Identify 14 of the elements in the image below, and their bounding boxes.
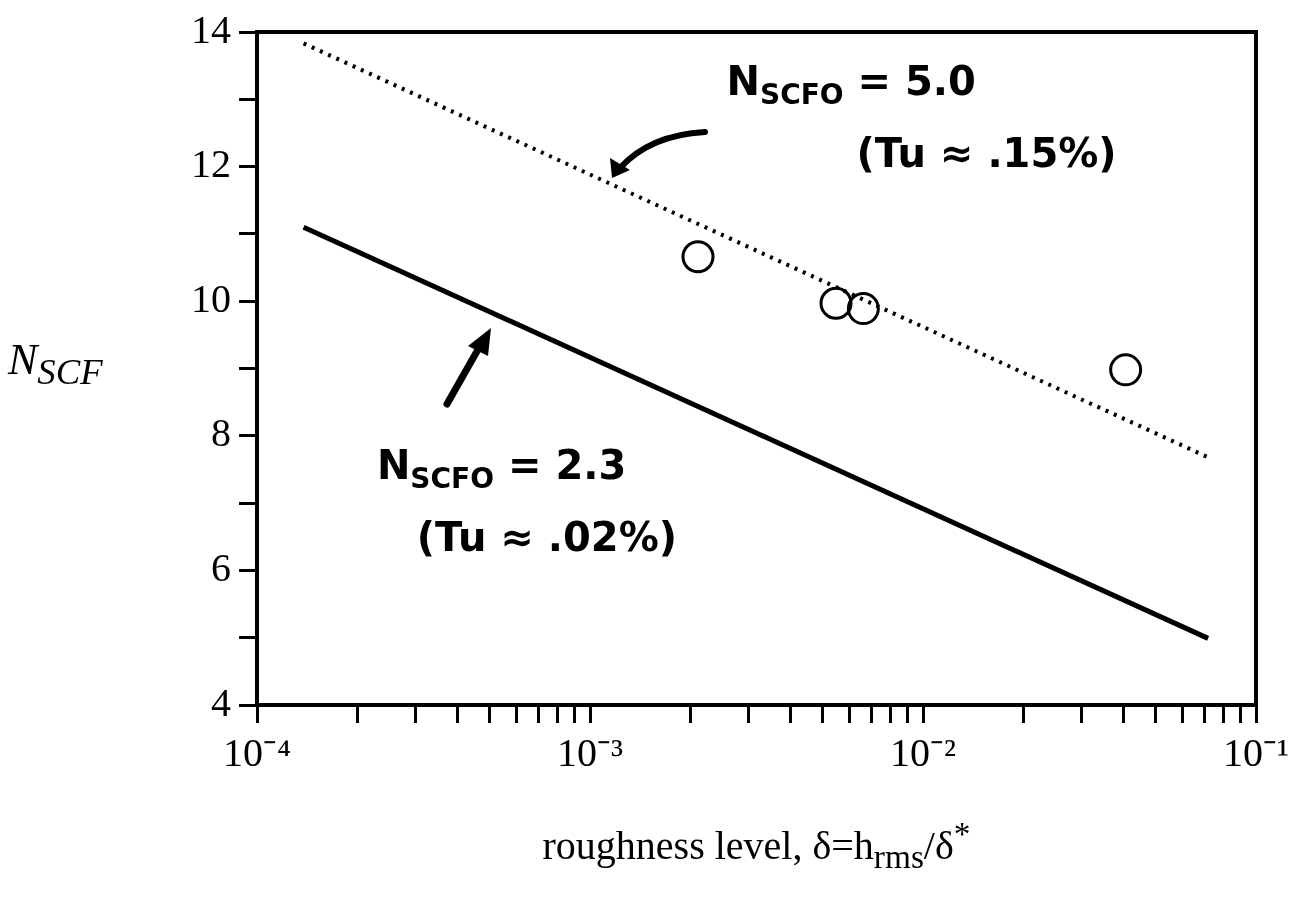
y-tick-label: 4 <box>211 679 231 725</box>
annotation: N$_{SCFO}$ = 5.0 (Tu ≈ .15%) <box>726 57 1117 179</box>
y-axis-title: N$_{SCF}$ <box>8 333 103 393</box>
x-tick-label: 10⁻¹ <box>1223 729 1289 775</box>
x-tick-label: 10⁻⁴ <box>223 729 291 775</box>
y-tick-label: 6 <box>211 544 231 590</box>
y-tick-label: 10 <box>191 275 231 321</box>
x-axis-title: roughness level, δ=h$_{rms}$/δ$^{*}$ <box>542 815 971 877</box>
y-tick-label: 12 <box>191 141 231 187</box>
x-tick-label: 10⁻³ <box>557 729 623 775</box>
annotation: N$_{SCFO}$ = 2.3 (Tu ≈ .02%) <box>376 440 678 562</box>
x-tick-label: 10⁻² <box>890 729 956 775</box>
y-tick-label: 8 <box>211 410 231 456</box>
y-tick-label: 14 <box>191 6 231 52</box>
